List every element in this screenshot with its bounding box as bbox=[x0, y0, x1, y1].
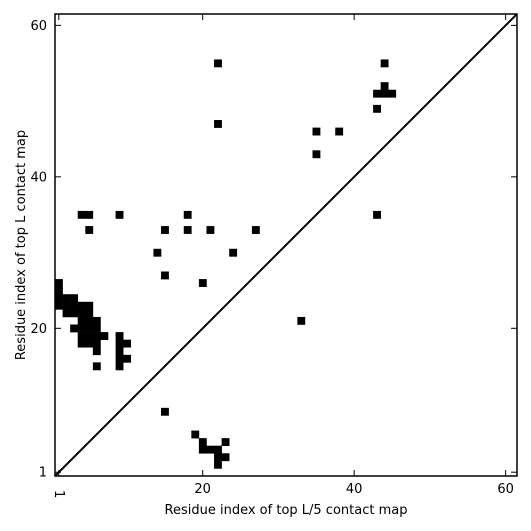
contact-point bbox=[214, 453, 222, 462]
contact-point bbox=[198, 438, 207, 446]
contact-point bbox=[77, 324, 86, 333]
contact-point bbox=[373, 210, 381, 219]
x-tick-label: 20 bbox=[194, 482, 211, 497]
contact-point bbox=[221, 453, 230, 462]
contact-point bbox=[161, 226, 169, 234]
contact-point bbox=[85, 332, 94, 340]
contact-point bbox=[92, 332, 101, 340]
diagonal-line bbox=[54, 13, 518, 477]
x-tick-label: 1 bbox=[51, 490, 66, 498]
contact-point bbox=[85, 316, 94, 325]
contact-point bbox=[214, 445, 222, 454]
contact-point bbox=[123, 339, 132, 348]
contact-point bbox=[92, 316, 101, 325]
contact-point bbox=[297, 316, 306, 325]
contact-point bbox=[380, 59, 389, 68]
contact-point bbox=[85, 210, 94, 219]
contact-point bbox=[77, 210, 86, 219]
contact-point bbox=[191, 430, 200, 439]
x-tick-label: 40 bbox=[346, 482, 363, 497]
contact-point bbox=[115, 339, 124, 348]
contact-point bbox=[77, 309, 86, 318]
contact-point bbox=[153, 248, 162, 257]
contact-point bbox=[161, 271, 169, 280]
contact-point bbox=[85, 339, 94, 348]
contact-point bbox=[388, 89, 397, 98]
contact-point bbox=[70, 324, 79, 333]
contact-point bbox=[62, 294, 71, 303]
contact-point bbox=[161, 407, 169, 416]
contact-point bbox=[77, 316, 86, 325]
contact-point bbox=[77, 301, 86, 310]
contact-point bbox=[206, 226, 215, 234]
contact-point bbox=[123, 354, 132, 363]
contact-point bbox=[55, 286, 63, 295]
contact-point bbox=[229, 248, 238, 257]
contact-point bbox=[335, 127, 344, 136]
contact-point bbox=[70, 294, 79, 303]
contact-point bbox=[183, 210, 192, 219]
contact-point bbox=[85, 324, 94, 333]
contact-point bbox=[115, 347, 124, 356]
contact-point bbox=[373, 104, 381, 113]
contact-point bbox=[214, 460, 222, 469]
contact-point bbox=[100, 332, 109, 340]
contact-point bbox=[62, 301, 71, 310]
contact-point bbox=[70, 309, 79, 318]
x-axis-label: Residue index of top L/5 contact map bbox=[165, 503, 408, 518]
contact-point bbox=[115, 362, 124, 371]
contact-point bbox=[312, 127, 321, 136]
contact-point bbox=[92, 362, 101, 371]
contact-point bbox=[206, 445, 215, 454]
contact-point bbox=[55, 294, 63, 303]
contact-point bbox=[214, 59, 222, 68]
x-tick-label: 60 bbox=[497, 482, 514, 497]
contact-point bbox=[92, 339, 101, 348]
contact-point bbox=[85, 309, 94, 318]
contact-point bbox=[198, 279, 207, 287]
contact-point bbox=[55, 279, 63, 287]
points-layer bbox=[55, 59, 397, 469]
contact-point bbox=[251, 226, 260, 234]
contact-point bbox=[92, 347, 101, 356]
contact-point bbox=[115, 354, 124, 363]
contact-point bbox=[115, 332, 124, 340]
y-tick-label: 20 bbox=[30, 322, 47, 337]
contact-point bbox=[312, 150, 321, 159]
contact-point bbox=[77, 332, 86, 340]
contact-point bbox=[92, 324, 101, 333]
y-tick-label: 40 bbox=[30, 170, 47, 185]
y-tick-label: 1 bbox=[39, 466, 47, 481]
contact-point bbox=[55, 301, 63, 310]
y-axis-label: Residue index of top L contact map bbox=[14, 130, 29, 360]
contact-point bbox=[85, 301, 94, 310]
contact-point bbox=[183, 226, 192, 234]
contact-point bbox=[77, 339, 86, 348]
plot-frame bbox=[54, 13, 518, 477]
contact-point bbox=[115, 210, 124, 219]
contact-point bbox=[198, 445, 207, 454]
contact-point bbox=[380, 89, 389, 98]
contact-point bbox=[380, 82, 389, 91]
contact-point bbox=[85, 226, 94, 234]
contact-point bbox=[373, 89, 381, 98]
contact-point bbox=[70, 301, 79, 310]
contact-point bbox=[221, 438, 230, 446]
contact-point bbox=[214, 120, 222, 128]
y-tick-label: 60 bbox=[30, 19, 47, 34]
ticks-layer: 1 20 40 60 1 20 40 60 bbox=[30, 14, 517, 498]
contact-point bbox=[62, 309, 71, 318]
